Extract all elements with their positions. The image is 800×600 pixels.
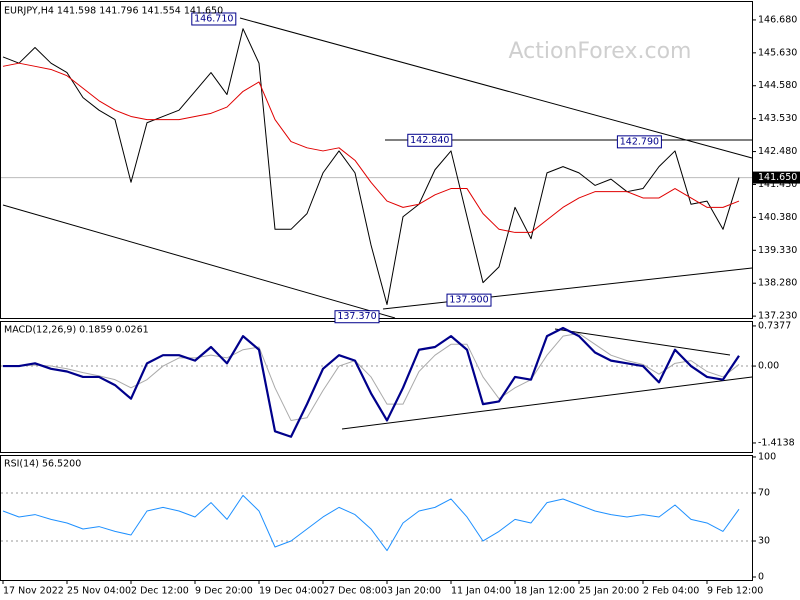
y-tick-label: 0.00 [758, 361, 779, 372]
y-tick-label: 140.380 [758, 212, 797, 223]
series-line [3, 332, 740, 421]
trendline [341, 376, 753, 430]
x-tick-label: 2 Feb 04:00 [643, 586, 699, 597]
rsi-panel [0, 455, 753, 581]
series-line [2, 62, 740, 233]
watermark: ActionForex.com [509, 39, 692, 64]
y-tick-label: 100 [758, 451, 776, 462]
x-tick-label: 18 Jan 12:00 [515, 586, 575, 597]
y-tick-label: 142.480 [758, 146, 797, 157]
y-tick-label: 70 [758, 487, 770, 498]
panel-title: EURJPY,H4 141.598 141.796 141.554 141.65… [4, 6, 223, 17]
y-tick-label: 30 [758, 535, 770, 546]
trendline [2, 204, 396, 319]
price-annotation-label: 146.710 [194, 13, 233, 24]
y-tick-label: 146.680 [758, 14, 797, 25]
panel-title: RSI(14) 56.5200 [4, 459, 81, 470]
price-annotation-box [616, 135, 662, 149]
x-tick-label: 19 Dec 04:00 [259, 586, 323, 597]
series-line [2, 28, 740, 306]
price-annotation-label: 137.370 [337, 311, 376, 322]
x-tick-label: 2 Dec 12:00 [131, 586, 189, 597]
series-line [2, 494, 740, 552]
price-annotation-label: 137.900 [449, 295, 488, 306]
y-tick-label: 141.430 [758, 179, 797, 190]
y-tick-label: 137.230 [758, 311, 797, 322]
x-tick-label: 11 Jan 04:00 [451, 586, 511, 597]
x-tick-label: 25 Nov 04:00 [67, 586, 131, 597]
y-tick-label: 144.580 [758, 80, 797, 91]
x-tick-label: 9 Dec 20:00 [195, 586, 253, 597]
series-line [3, 326, 740, 438]
y-tick-label: 0 [758, 571, 764, 582]
current-price-box [752, 171, 800, 184]
price-annotation-box [334, 310, 380, 324]
x-tick-label: 9 Feb 12:00 [707, 586, 763, 597]
y-tick-label: 0.7377 [758, 320, 791, 331]
x-tick-label: 27 Dec 08:00 [323, 586, 387, 597]
y-tick-label: -1.4138 [758, 437, 795, 448]
y-tick-label: 138.280 [758, 278, 797, 289]
x-tick-label: 25 Jan 20:00 [579, 586, 639, 597]
price-annotation-label: 142.840 [410, 135, 449, 146]
current-price-label: 141.650 [758, 172, 797, 183]
y-tick-label: 139.330 [758, 245, 797, 256]
price-annotation-box [407, 133, 453, 147]
trendline [382, 267, 753, 310]
panel-title: MACD(12,26,9) 0.1859 0.0261 [4, 325, 149, 336]
y-tick-label: 145.630 [758, 47, 797, 58]
price-annotation-box [191, 12, 237, 26]
trendline [239, 17, 753, 159]
y-tick-label: 143.530 [758, 113, 797, 124]
x-tick-label: 17 Nov 2022 [3, 586, 64, 597]
trendline [554, 328, 731, 356]
x-tick-label: 3 Jan 20:00 [387, 586, 441, 597]
price-annotation-box [446, 293, 492, 307]
price-annotation-label: 142.790 [620, 136, 659, 147]
